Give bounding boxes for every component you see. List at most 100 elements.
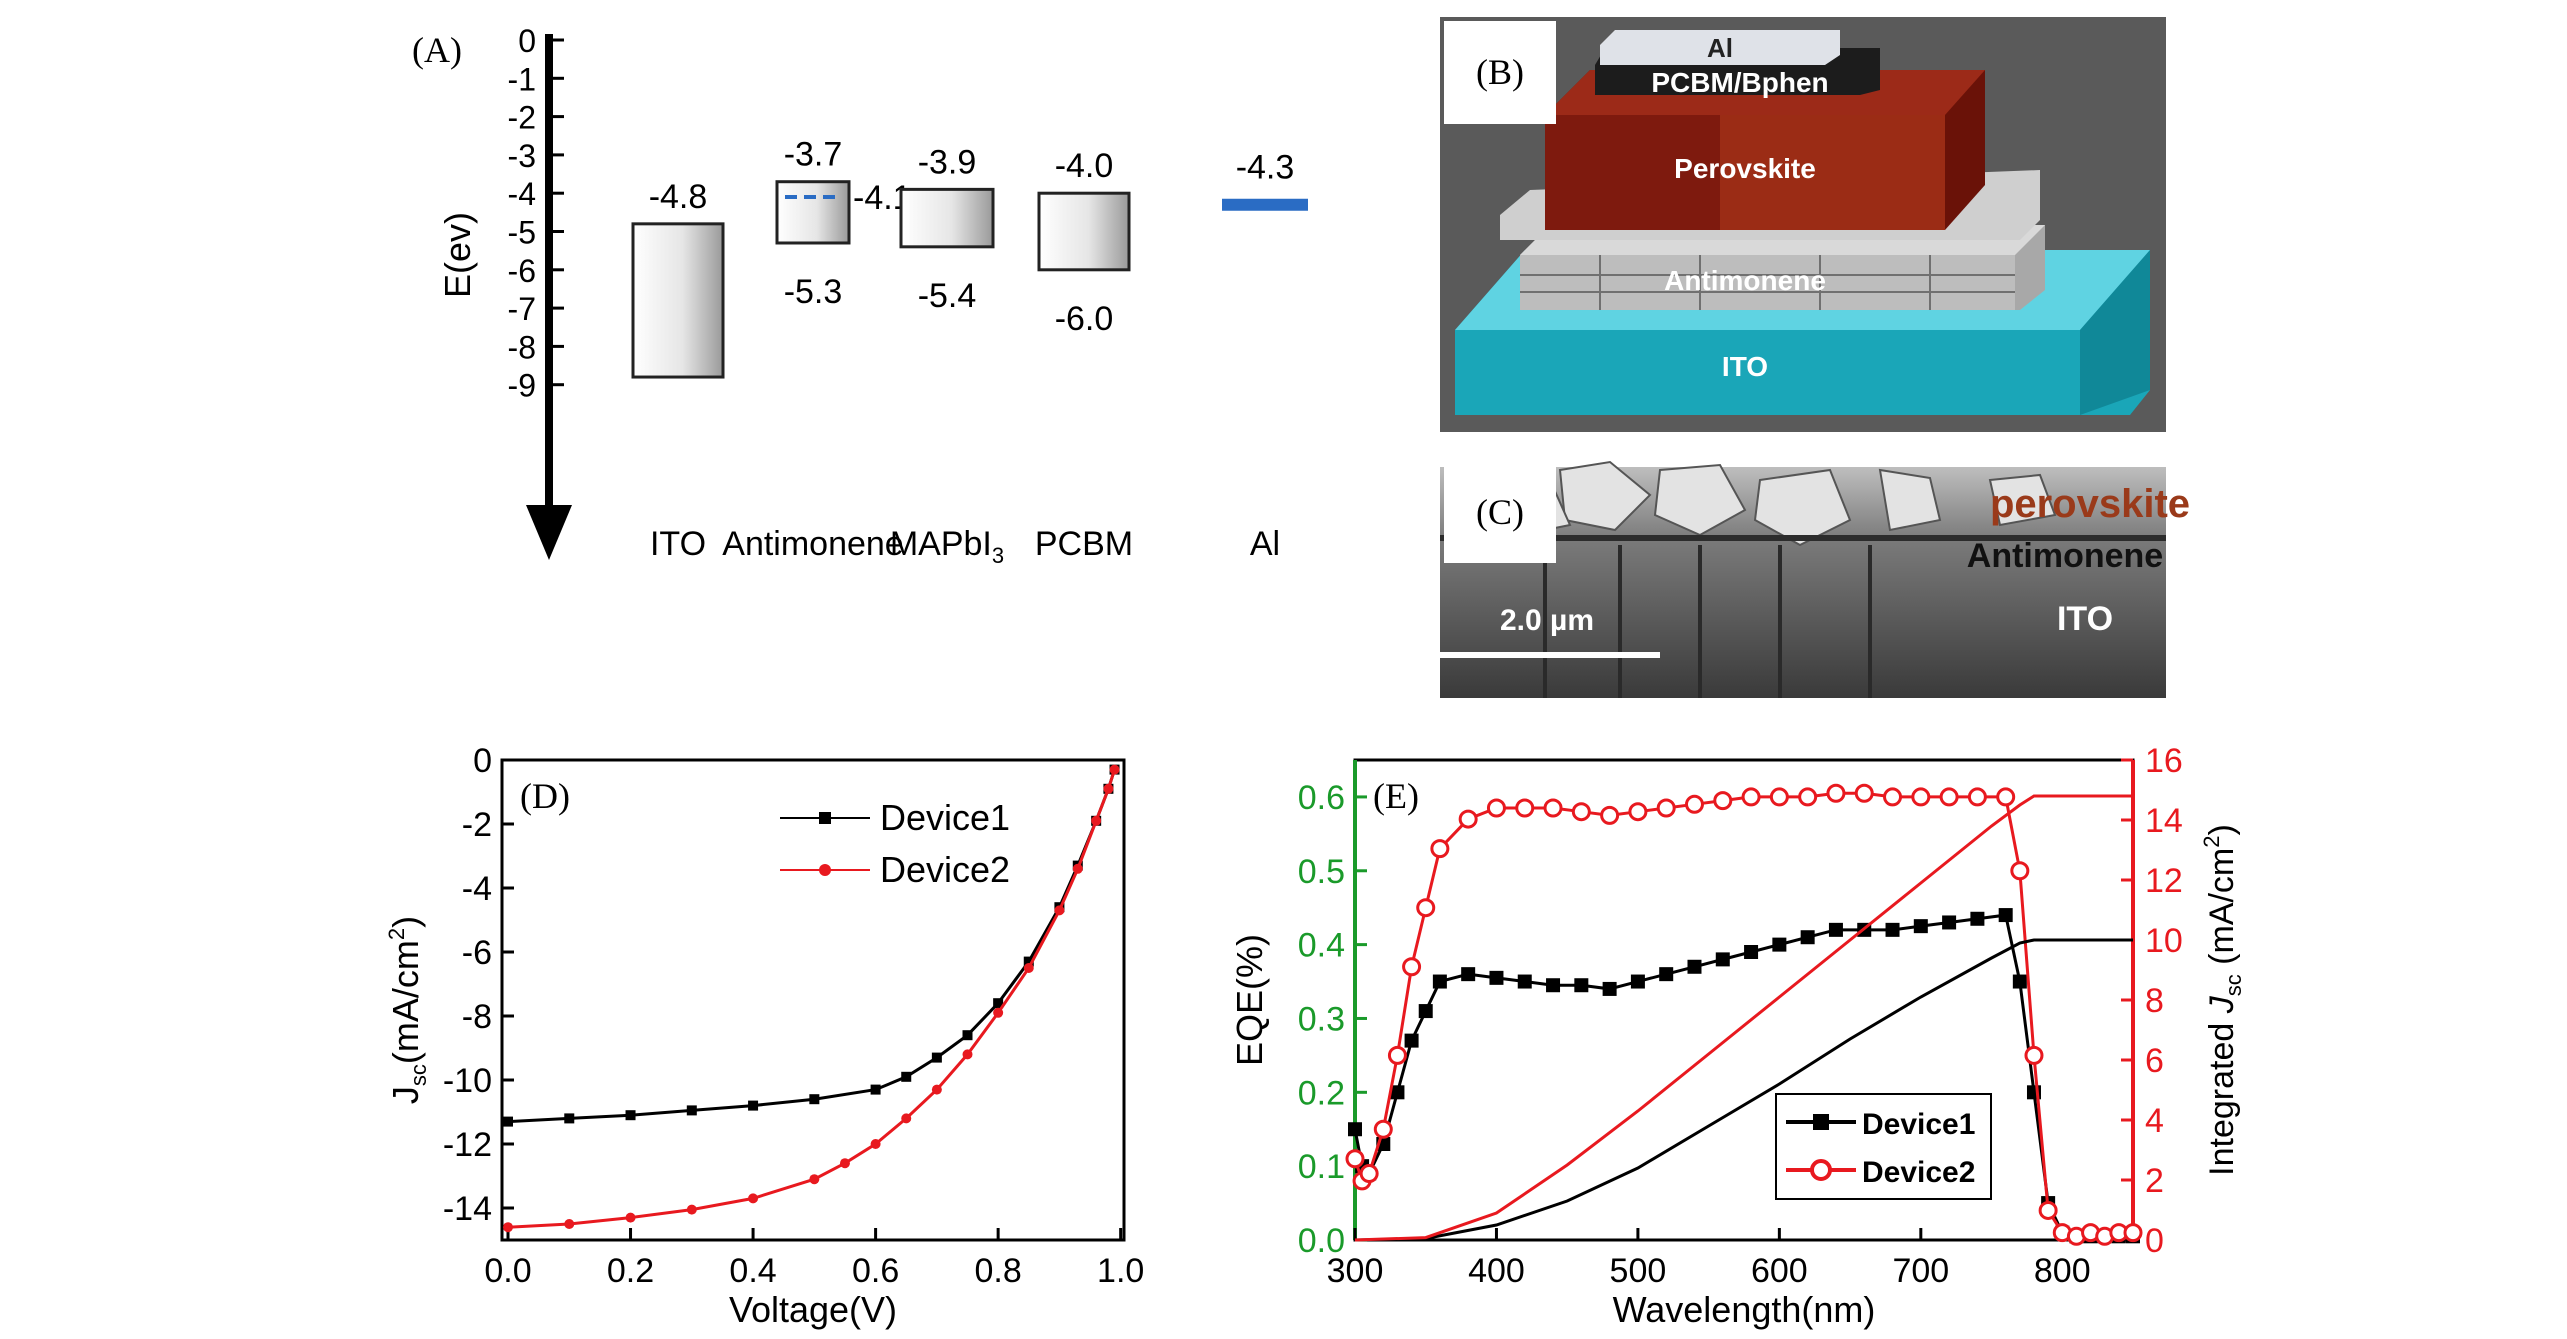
eqe-point-device1 <box>1418 1004 1433 1019</box>
jv-y-tick-label: -8 <box>462 998 492 1036</box>
jv-point-device2 <box>931 1084 942 1095</box>
panel-d-label: (D) <box>520 776 570 816</box>
eqe-point-device2 <box>1373 1119 1393 1139</box>
jv-point-device2 <box>1091 815 1102 826</box>
eqe-right-tick-label: 10 <box>2145 922 2183 960</box>
eqe-point-device1 <box>1828 922 1843 937</box>
layer-label-pcbm-bphen: PCBM/Bphen <box>1651 67 1828 98</box>
jv-y-tick-label: -2 <box>462 806 492 844</box>
sem-top-edge <box>1440 455 2166 467</box>
energy-top-label: -4.8 <box>649 178 708 216</box>
eqe-point-device1 <box>1800 930 1815 945</box>
legend-marker-device2 <box>819 864 831 876</box>
jv-point-device2 <box>625 1212 636 1223</box>
eqe-right-tick-label: 16 <box>2145 742 2183 780</box>
eqe-legend-label-device2: Device2 <box>1862 1156 1975 1189</box>
eqe-right-tick-label: 0 <box>2145 1222 2164 1260</box>
antimonene-front <box>1520 255 2015 310</box>
eqe-point-device2 <box>2038 1200 2058 1220</box>
eqe-line-device1 <box>1353 913 2133 1238</box>
layer-label-perovskite: Perovskite <box>1674 153 1816 184</box>
eqe-point-device2 <box>1911 787 1931 807</box>
eqe-point-device2 <box>1684 794 1704 814</box>
jv-point-device2 <box>1072 863 1083 874</box>
jv-y-tick-label: -4 <box>462 870 492 908</box>
energy-tick-label: -1 <box>508 61 536 97</box>
eqe-right-tick-label: 6 <box>2145 1042 2164 1080</box>
panel-c-label: (C) <box>1476 492 1524 532</box>
eqe-point-device1 <box>1659 967 1674 982</box>
eqe-legend-box <box>1775 1093 1992 1200</box>
energy-box-mapbi <box>899 187 995 249</box>
eqe-legend-label-device1: Device1 <box>1862 1108 1975 1141</box>
jv-point-device1 <box>870 1084 881 1095</box>
jv-point-device2 <box>962 1049 973 1060</box>
jv-point-device1 <box>993 998 1004 1009</box>
legend-label-device1: Device1 <box>880 797 1010 838</box>
eqe-left-axis-label: EQE(%) <box>1229 934 1270 1066</box>
material-name-mapbi: MAPbI3 <box>890 525 1004 568</box>
layer-label-antimonene: Antimonene <box>1664 265 1826 296</box>
panel-e-label: (E) <box>1373 776 1419 816</box>
jv-point-device1 <box>962 1030 973 1041</box>
eqe-left-tick-label: 0.5 <box>1298 853 1345 891</box>
energy-axis-arrow-icon <box>526 505 572 560</box>
legend-label-device2: Device2 <box>880 849 1010 890</box>
energy-axis-ticks: 0-1-2-3-4-5-6-7-8-9 <box>508 23 564 404</box>
jv-y-tick-label: -6 <box>462 934 492 972</box>
eqe-x-tick-label: 700 <box>1892 1252 1949 1290</box>
jv-legend: Device1 Device2 <box>780 797 1010 890</box>
eqe-point-device2 <box>1359 1164 1379 1184</box>
eqe-point-device1 <box>1970 911 1985 926</box>
jv-y-tick-label: -10 <box>443 1062 492 1100</box>
eqe-point-device2 <box>2010 861 2030 881</box>
panel-b-label: (B) <box>1476 52 1524 92</box>
material-name-al: Al <box>1250 525 1280 563</box>
jv-point-device1 <box>1023 956 1034 967</box>
eqe-x-tick-label: 400 <box>1468 1252 1525 1290</box>
jv-point-device1 <box>901 1071 912 1082</box>
jv-point-device2 <box>686 1204 697 1215</box>
eqe-plot-frame <box>1353 758 2135 1242</box>
jv-x-tick-label: 0.0 <box>484 1252 531 1290</box>
jv-line-device2 <box>507 769 1116 1229</box>
jv-plot-frame <box>500 758 1126 1242</box>
layer-label-ito: ITO <box>1722 351 1768 382</box>
eqe-point-device1 <box>1998 908 2013 923</box>
jv-point-device2 <box>839 1158 850 1169</box>
eqe-point-device1 <box>1715 952 1730 967</box>
eqe-point-device1 <box>1390 1085 1405 1100</box>
jv-point-device2 <box>1054 905 1065 916</box>
eqe-right-tick-label: 4 <box>2145 1102 2164 1140</box>
energy-box-antimonene <box>775 180 851 245</box>
energy-top-label: -3.9 <box>918 143 977 181</box>
energy-box-pcbm <box>1037 191 1131 272</box>
eqe-point-device2 <box>1430 839 1450 859</box>
ito-side-face <box>2080 250 2150 415</box>
eqe-line-device1-integrated <box>1354 938 2133 1242</box>
jv-series <box>503 764 1120 1233</box>
jv-point-device1 <box>564 1113 575 1124</box>
energy-levels: -4.8ITO-3.7-5.3-4.1Antimonene-3.9-5.4MAP… <box>631 136 1308 568</box>
eqe-point-device2 <box>2024 1045 2044 1065</box>
eqe-point-device1 <box>1602 981 1617 996</box>
jv-point-device1 <box>503 1116 513 1127</box>
jv-x-tick-label: 0.4 <box>729 1252 776 1290</box>
sem-label-ito: ITO <box>2057 600 2113 638</box>
eqe-point-device2 <box>1741 787 1761 807</box>
eqe-point-device2 <box>1458 809 1478 829</box>
panel-c-sem-image: (C) perovskite Antimonene ITO 2.0 µm <box>1440 455 2190 698</box>
eqe-point-device1 <box>1885 922 1900 937</box>
legend-marker-device1 <box>819 812 831 824</box>
eqe-x-tick-label: 600 <box>1751 1252 1808 1290</box>
jv-point-device2 <box>1109 764 1120 775</box>
eqe-point-device2 <box>1854 783 1874 803</box>
eqe-point-device2 <box>1656 798 1676 818</box>
eqe-x-tick-label: 300 <box>1327 1252 1384 1290</box>
eqe-x-tick-label: 500 <box>1610 1252 1667 1290</box>
eqe-point-device2 <box>1628 802 1648 822</box>
eqe-point-device2 <box>1515 798 1535 818</box>
energy-tick-label: -2 <box>508 100 536 136</box>
panel-c-label-box <box>1444 460 1556 563</box>
eqe-legend-marker-device2 <box>1810 1159 1832 1181</box>
